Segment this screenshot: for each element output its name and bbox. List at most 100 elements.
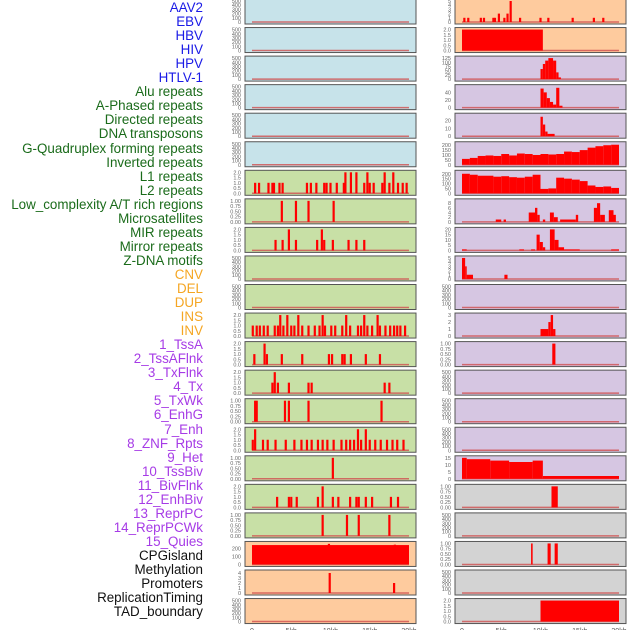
bar [531, 543, 533, 565]
y-tick-label: 100 [442, 444, 451, 450]
y-tick-label: 300 [442, 293, 451, 299]
bar [290, 325, 293, 337]
y-tick-label: 1.00 [230, 456, 241, 462]
bar [273, 325, 276, 337]
bar [344, 172, 347, 194]
y-tick-label: 300 [232, 7, 241, 13]
bar [516, 153, 525, 165]
bar [323, 239, 326, 251]
bar [316, 496, 320, 508]
y-tick-label: 10 [445, 463, 451, 469]
bar [356, 429, 360, 451]
y-tick-label: 100 [232, 101, 241, 107]
y-tick-label: 100 [232, 16, 241, 22]
bar [587, 185, 596, 194]
bar [316, 439, 320, 451]
bar [482, 17, 486, 22]
bar [536, 234, 540, 251]
bar [548, 322, 551, 337]
bar [602, 17, 605, 22]
y-tick-label: 300 [232, 122, 241, 128]
row-label: Directed repeats [104, 112, 203, 128]
bar [479, 17, 482, 22]
y-tick-label: 400 [442, 517, 451, 523]
bar [564, 249, 580, 251]
bar [553, 329, 556, 337]
y-tick-label: 200 [442, 383, 451, 389]
bar [287, 496, 290, 508]
y-tick-label: 75 [445, 65, 451, 71]
y-tick-label: 0 [448, 248, 451, 254]
y-tick-label: 0.0 [233, 448, 241, 454]
row-label: CPGisland [138, 547, 203, 563]
panel-left-12 [244, 341, 417, 368]
y-tick-label: 0.5 [233, 186, 241, 192]
bar [255, 400, 258, 422]
bar [503, 219, 506, 222]
bar [532, 174, 541, 194]
bar [330, 354, 334, 365]
y-tick-label: 2 [448, 12, 451, 18]
bar [504, 274, 508, 279]
bar [492, 17, 495, 22]
bar [613, 214, 616, 222]
panel-left-16 [244, 455, 417, 482]
bar [560, 219, 576, 222]
bar [349, 496, 352, 508]
bar [549, 101, 554, 108]
panel-right-10 [454, 284, 627, 310]
y-tick-label: 500 [232, 56, 241, 62]
y-tick-label: 8 [448, 201, 451, 207]
row-label: L2 repeats [139, 182, 203, 198]
row-label: Z-DNA motifs [123, 252, 203, 268]
y-tick-label: 0.50 [440, 495, 451, 501]
y-tick-label: 0.75 [230, 204, 241, 210]
bar [556, 87, 560, 108]
bar [356, 325, 360, 337]
row-label: 2_TssAFlnk [133, 351, 203, 367]
row-label: A-Phased repeats [95, 98, 203, 114]
y-tick-label: 4 [448, 211, 451, 217]
y-tick-label: 3 [448, 7, 451, 13]
bar [293, 439, 296, 451]
y-tick-label: 200 [232, 40, 241, 46]
bar [608, 210, 614, 222]
bar [295, 496, 298, 508]
y-tick-label: 0.00 [230, 534, 241, 540]
bar [403, 325, 407, 337]
bar [551, 486, 558, 508]
row-label: Methylation [134, 562, 203, 577]
bar [355, 172, 358, 194]
y-tick-label: 0.50 [440, 552, 451, 558]
row-label: Mirror repeats [119, 238, 203, 254]
bar [254, 182, 257, 194]
y-tick-label: 3 [448, 264, 451, 270]
y-tick-label: 1.5 [233, 233, 241, 239]
bar [267, 182, 270, 194]
x-tick-label: 5kb [496, 628, 507, 630]
y-tick-label: 200 [442, 297, 451, 303]
bar [554, 543, 558, 565]
bar [392, 583, 396, 593]
bar [524, 176, 533, 194]
bar [305, 182, 309, 194]
y-tick-label: 500 [442, 285, 451, 291]
bar [376, 315, 379, 337]
bar [335, 182, 338, 194]
y-tick-label: 400 [232, 603, 241, 609]
y-tick-label: 1.0 [233, 352, 241, 358]
bar [509, 462, 533, 479]
bar [462, 257, 466, 279]
y-tick-label: 6 [448, 206, 451, 212]
y-tick-label: 0.5 [233, 386, 241, 392]
bar [396, 439, 399, 451]
y-tick-label: 400 [232, 3, 241, 9]
bar [266, 439, 269, 451]
x-tick-label: 20kb [611, 628, 626, 630]
y-tick-label: 1.5 [233, 347, 241, 353]
bar [294, 200, 298, 222]
bar [405, 182, 408, 194]
bar [571, 152, 580, 165]
y-tick-label: 500 [442, 513, 451, 519]
row-label: 9_Het [167, 449, 203, 465]
